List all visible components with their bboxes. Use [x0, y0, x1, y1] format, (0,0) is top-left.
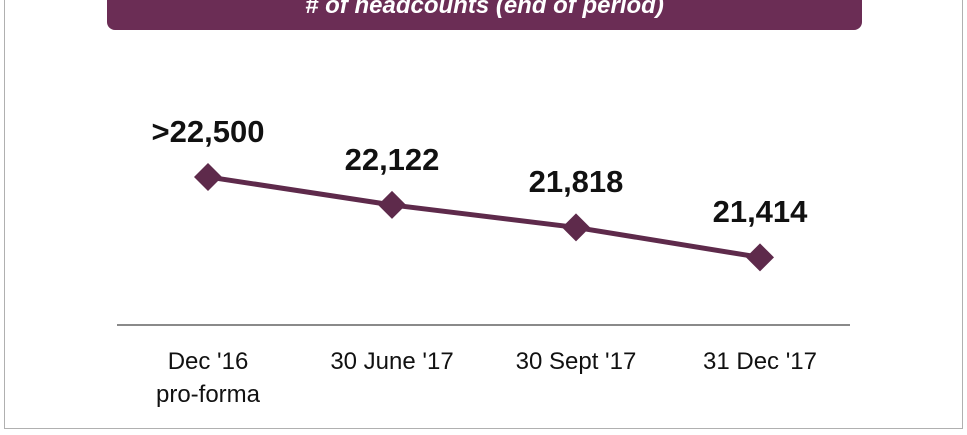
marker [378, 190, 406, 219]
title-banner [107, 0, 862, 30]
value-label: 21,414 [712, 194, 808, 230]
marker [746, 243, 774, 272]
marker [562, 213, 590, 242]
line [207, 174, 761, 260]
x-tick-label: 31 Dec '17 [703, 348, 817, 375]
x-tick-label: 30 June '17 [330, 348, 454, 375]
value-label: 21,818 [528, 164, 624, 200]
x-tick-label: 30 Sept '17 [515, 348, 637, 375]
x-tick-label: Dec '16 pro-forma [155, 348, 261, 408]
value-label: 22,122 [344, 141, 440, 177]
frame [4, 0, 963, 429]
chart-title: # of headcounts (end of period) [305, 0, 664, 19]
value-label: >22,500 [151, 113, 265, 149]
marker [194, 162, 222, 191]
